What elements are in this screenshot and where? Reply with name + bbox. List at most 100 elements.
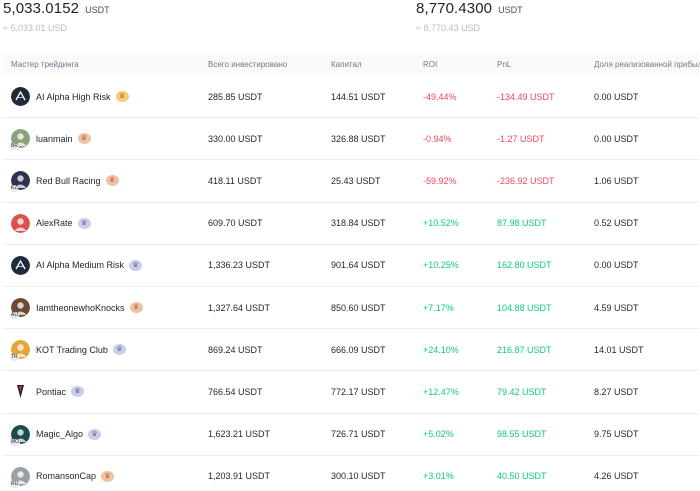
- portfolio-summary: 5,033.0152 USDT ≈ 5,033.01 USD 8,770.430…: [0, 0, 700, 48]
- trader-cell[interactable]: RU RomansonCap ♛: [3, 466, 208, 488]
- roi-cell: +5.02%: [423, 429, 454, 440]
- roi-cell: +3.01%: [423, 471, 454, 482]
- user-avatar-icon[interactable]: KZ: [10, 171, 30, 193]
- table-row[interactable]: RU RomansonCap ♛ 1,203.91 USDT 300.10 USDT +3…: [3, 456, 698, 491]
- pnl-cell: 104.88 USDT: [497, 302, 552, 313]
- user-avatar-icon[interactable]: TR: [10, 340, 30, 362]
- realized-share-cell: 1.06 USDT: [594, 175, 639, 186]
- crown-icon: ♛: [88, 428, 102, 440]
- realized-share-cell: 0.00 USDT: [594, 260, 639, 271]
- trader-name[interactable]: Red Bull Racing: [36, 175, 101, 186]
- crown-icon: ♛: [129, 259, 143, 271]
- user-avatar-icon[interactable]: MO: [10, 424, 30, 446]
- trader-cell[interactable]: TR KOT Trading Club ♛: [3, 340, 208, 362]
- trader-name[interactable]: AI Alpha Medium Risk: [36, 260, 125, 271]
- country-badge: MO: [10, 438, 21, 446]
- table-row[interactable]: AU IamtheonewhoKnocks ♛ 1,327.64 USDT 850.60…: [3, 287, 698, 330]
- table-header: Мастер трейдинга Всего инвестировано Кап…: [3, 52, 700, 76]
- country-badge: KZ: [10, 185, 19, 193]
- trader-name[interactable]: AI Alpha High Risk: [36, 91, 111, 102]
- total-invested: 8,770.4300 USDT ≈ 8,770.43 USD: [416, 0, 523, 33]
- total-invested-value: 8,770.4300: [416, 0, 493, 17]
- total-balance-unit: USDT: [85, 5, 110, 15]
- capital-cell: 326.88 USDT: [331, 133, 386, 144]
- capital-cell: 901.64 USDT: [331, 260, 386, 271]
- trader-cell[interactable]: AU IamtheonewhoKnocks ♛: [3, 298, 208, 320]
- trader-name[interactable]: IamtheonewhoKnocks: [36, 302, 125, 313]
- crown-icon: ♛: [71, 386, 85, 398]
- pnl-cell: 87.98 USDT: [497, 218, 547, 229]
- invested-cell: 1,336.23 USDT: [208, 260, 271, 271]
- capital-cell: 850.60 USDT: [331, 302, 386, 313]
- header-trader: Мастер трейдинга: [11, 59, 79, 69]
- roi-cell: -49.44%: [423, 91, 457, 102]
- total-balance: 5,033.0152 USDT ≈ 5,033.01 USD: [3, 0, 110, 33]
- user-avatar-icon[interactable]: RU: [10, 466, 30, 488]
- pnl-cell: 40.50 USDT: [497, 471, 547, 482]
- user-avatar-icon[interactable]: BR: [10, 129, 30, 151]
- roi-cell: +24.10%: [423, 344, 459, 355]
- realized-share-cell: 9.75 USDT: [594, 429, 639, 440]
- user-avatar-icon[interactable]: AU: [10, 298, 30, 320]
- trader-name[interactable]: Magic_Algo: [36, 429, 84, 440]
- copy-trading-table: Мастер трейдинга Всего инвестировано Кап…: [3, 52, 700, 491]
- table-row[interactable]: Pontiac ♛ 766.54 USDT 772.17 USDT +12.47% 79.…: [3, 371, 698, 414]
- invested-cell: 1,203.91 USDT: [208, 471, 271, 482]
- table-row[interactable]: AI Alpha High Risk ♛ 285.85 USDT 144.51 USD…: [3, 76, 698, 119]
- pnl-cell: -236.92 USDT: [497, 175, 555, 186]
- trader-name[interactable]: luanmain: [36, 133, 73, 144]
- trader-name[interactable]: Pontiac: [36, 386, 67, 397]
- trader-cell[interactable]: AI Alpha High Risk ♛: [3, 87, 208, 107]
- table-row[interactable]: AI Alpha Medium Risk ♛ 1,336.23 USDT 901.64…: [3, 245, 698, 287]
- capital-cell: 726.71 USDT: [331, 429, 386, 440]
- roi-cell: +7.17%: [423, 302, 454, 313]
- invested-cell: 1,327.64 USDT: [208, 302, 271, 313]
- pnl-cell: 216.87 USDT: [497, 344, 552, 355]
- crown-icon: ♛: [105, 175, 119, 187]
- crown-icon: ♛: [115, 91, 129, 103]
- table-row[interactable]: KZ Red Bull Racing ♛ 418.11 USDT 25.43 USDT -…: [3, 160, 698, 203]
- pnl-cell: -134.49 USDT: [497, 91, 555, 102]
- trader-name[interactable]: AlexRate: [36, 218, 73, 229]
- country-badge: AU: [10, 312, 19, 320]
- capital-cell: 300.10 USDT: [331, 471, 386, 482]
- country-badge: BR: [10, 143, 19, 151]
- realized-share-cell: 0.52 USDT: [594, 218, 639, 229]
- invested-cell: 330.00 USDT: [208, 133, 263, 144]
- realized-share-cell: 4.59 USDT: [594, 302, 639, 313]
- table-row[interactable]: AlexRate ♛ 609.70 USDT 318.84 USDT +10.52% 87…: [3, 203, 698, 245]
- crown-icon: ♛: [101, 470, 115, 482]
- table-body: AI Alpha High Risk ♛ 285.85 USDT 144.51 USD…: [3, 76, 698, 491]
- trader-cell[interactable]: AlexRate ♛: [3, 213, 208, 233]
- trader-cell[interactable]: AI Alpha Medium Risk ♛: [3, 255, 208, 275]
- header-pnl: PnL: [497, 59, 512, 69]
- trader-cell[interactable]: BR luanmain ♛: [3, 129, 208, 151]
- crown-icon: ♛: [77, 133, 91, 145]
- roi-cell: -59.92%: [423, 175, 457, 186]
- trader-cell[interactable]: Pontiac ♛: [3, 382, 208, 401]
- invested-cell: 418.11 USDT: [208, 175, 262, 186]
- pnl-cell: -1.27 USDT: [497, 133, 545, 144]
- arrowhead-logo-icon[interactable]: [11, 382, 30, 401]
- invested-cell: 766.54 USDT: [208, 386, 263, 397]
- user-avatar-icon[interactable]: [11, 213, 30, 233]
- trader-name[interactable]: KOT Trading Club: [36, 344, 108, 355]
- roi-cell: -0.94%: [423, 133, 452, 144]
- invested-cell: 869.24 USDT: [208, 344, 263, 355]
- trader-name[interactable]: RomansonCap: [36, 471, 97, 482]
- table-row[interactable]: MO Magic_Algo ♛ 1,623.21 USDT 726.71 USDT +5.…: [3, 414, 698, 456]
- trader-cell[interactable]: KZ Red Bull Racing ♛: [3, 171, 208, 193]
- realized-share-cell: 8.27 USDT: [594, 386, 639, 397]
- header-capital: Капитал: [331, 59, 362, 69]
- trader-cell[interactable]: MO Magic_Algo ♛: [3, 424, 208, 446]
- pnl-cell: 162.80 USDT: [497, 260, 552, 271]
- table-row[interactable]: BR luanmain ♛ 330.00 USDT 326.88 USDT -0.94% -…: [3, 118, 698, 161]
- capital-cell: 144.51 USDT: [331, 91, 386, 102]
- capital-cell: 666.09 USDT: [331, 344, 386, 355]
- ai-logo-icon[interactable]: [11, 255, 30, 275]
- total-invested-approx: ≈ 8,770.43 USD: [416, 23, 480, 33]
- invested-cell: 285.85 USDT: [208, 91, 263, 102]
- ai-logo-icon[interactable]: [11, 87, 30, 107]
- invested-cell: 1,623.21 USDT: [208, 429, 271, 440]
- table-row[interactable]: TR KOT Trading Club ♛ 869.24 USDT 666.09 USD…: [3, 329, 698, 372]
